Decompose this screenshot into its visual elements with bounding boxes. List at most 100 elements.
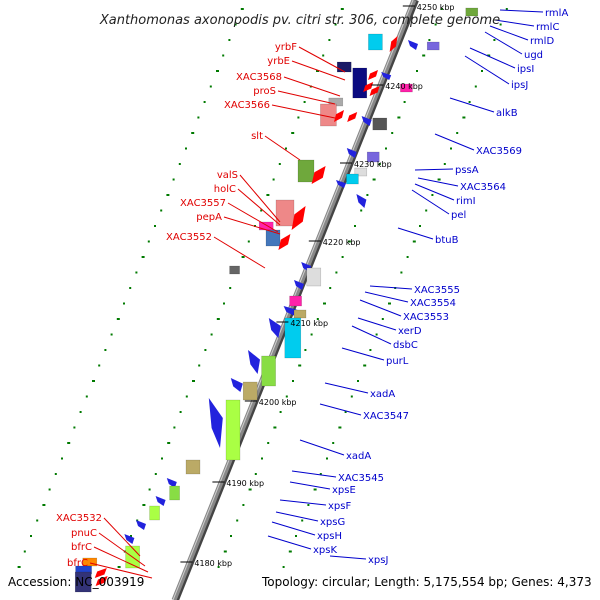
- leader-right: [289, 481, 331, 490]
- tick-dot: [295, 535, 297, 537]
- tick-dot: [129, 287, 132, 289]
- gene-label-left: XAC3568: [236, 72, 282, 83]
- leader-right: [499, 9, 544, 13]
- leader-left: [98, 532, 146, 567]
- tick-dot: [223, 302, 225, 305]
- gene-label-right: xpsK: [313, 545, 337, 556]
- leader-right: [417, 177, 459, 187]
- leader-left: [93, 546, 149, 573]
- gene-block: [368, 33, 383, 51]
- tick-dot: [344, 411, 347, 413]
- tick-dot: [148, 488, 151, 491]
- kbp-label: 4210 kbp: [290, 319, 328, 328]
- tick-dot: [310, 333, 313, 336]
- tick-dot: [499, 23, 502, 26]
- leader-right: [484, 31, 523, 55]
- tick-dot: [204, 349, 207, 351]
- tick-dot: [431, 194, 434, 196]
- tick-dot: [85, 395, 88, 398]
- tick-dot: [130, 535, 132, 537]
- gene-label-right: xpsF: [328, 501, 351, 512]
- gene-label-left: XAC3557: [180, 198, 226, 209]
- tick-dot: [216, 70, 219, 72]
- kbp-label: 4230 kbp: [354, 160, 392, 169]
- gene-block: [293, 309, 307, 319]
- accession-label: Accession: NC_003919: [8, 575, 144, 589]
- tick-dot: [282, 566, 285, 568]
- gene-label-right: XAC3554: [410, 298, 456, 309]
- gene-label-left: yrbE: [267, 56, 290, 67]
- tick-dot: [161, 457, 163, 460]
- tick-dot: [230, 535, 232, 537]
- tick-dot: [92, 380, 95, 382]
- tick-dot: [425, 209, 428, 212]
- gene-label-right: rimI: [456, 196, 476, 207]
- tick-dot: [301, 519, 304, 522]
- leader-right: [271, 521, 316, 536]
- tick-dot: [203, 101, 206, 103]
- tick-dot: [313, 488, 317, 491]
- tick-dot: [369, 349, 372, 351]
- tick-dot: [172, 178, 175, 181]
- leader-left: [103, 517, 141, 557]
- tick-dot: [505, 8, 508, 10]
- tick-dot: [223, 550, 227, 553]
- leader-right: [319, 403, 362, 416]
- kbp-label: 4240 kbp: [385, 82, 423, 91]
- kbp-label: 4220 kbp: [323, 238, 361, 247]
- gene-label-right: ipsJ: [511, 80, 528, 91]
- gene-arrow-forward: [334, 110, 344, 122]
- tick-dot: [154, 225, 156, 227]
- tick-dot: [334, 23, 337, 26]
- gene-block: [185, 459, 201, 475]
- tick-dot: [79, 411, 82, 413]
- tick-dot: [450, 147, 452, 150]
- gene-label-right: dsbC: [393, 340, 418, 351]
- tick-dot: [185, 147, 187, 150]
- leader-right: [341, 347, 385, 361]
- tick-dot: [363, 364, 367, 367]
- tick-dot: [481, 70, 483, 72]
- gene-arrow-forward: [94, 568, 107, 578]
- gene-labels: yrbF yrbE XAC3568 proS XAC3566 slt valS holC XAC…: [56, 8, 568, 569]
- leader-right: [434, 133, 475, 151]
- gene-label-right: xerD: [398, 326, 422, 337]
- tick-dot: [210, 333, 213, 336]
- leader-right: [364, 291, 409, 303]
- gene-label-left: XAC3532: [56, 513, 102, 524]
- tick-dot: [178, 163, 181, 165]
- gene-arrow-forward: [95, 576, 108, 586]
- tick-dot: [341, 256, 344, 258]
- gene-block: [400, 83, 413, 93]
- gene-arrow-reverse: [124, 534, 135, 544]
- leader-left: [227, 202, 279, 233]
- gene-block: [372, 117, 388, 131]
- leader-right: [494, 19, 535, 27]
- tick-dot: [198, 364, 201, 367]
- tick-dot: [403, 101, 406, 103]
- tick-dot: [443, 163, 446, 165]
- gene-block: [465, 7, 479, 17]
- tick-dot: [135, 271, 138, 274]
- gene-label-right: xpsE: [332, 485, 356, 496]
- gene-arrow-reverse: [136, 520, 146, 530]
- gene-arrow-reverse: [248, 350, 260, 374]
- gene-label-left: XAC3552: [166, 232, 212, 243]
- label-leaders: [89, 9, 544, 579]
- gene-block: [306, 267, 322, 287]
- gene-label-right: btuB: [435, 235, 459, 246]
- gene-arrow-reverse: [166, 478, 177, 488]
- tick-dot: [278, 163, 281, 165]
- tick-dot: [272, 178, 275, 181]
- gene-label-right: ipsI: [517, 64, 534, 75]
- gene-arrow-reverse: [208, 398, 223, 448]
- gene-block: [426, 41, 440, 51]
- gene-label-right: rmlC: [536, 22, 559, 33]
- gene-arrow-forward: [278, 234, 291, 250]
- tick-dot: [412, 240, 416, 243]
- leader-right: [267, 535, 312, 550]
- gene-label-left: XAC3566: [224, 100, 270, 111]
- gene-arrow-forward: [363, 82, 374, 92]
- tick-dot: [30, 535, 32, 537]
